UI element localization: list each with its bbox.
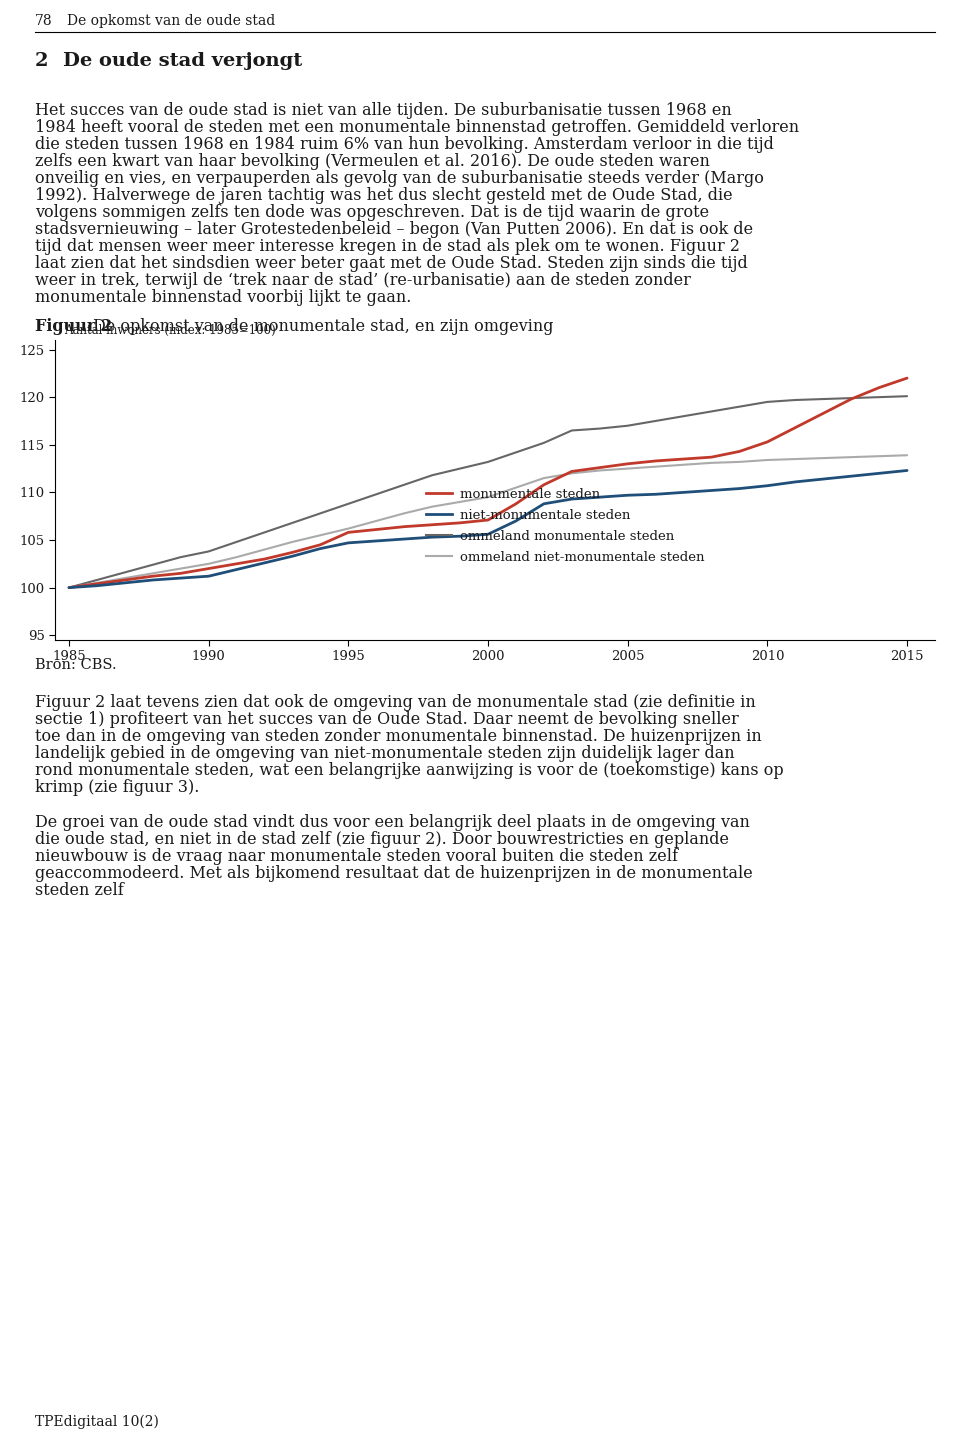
Text: sectie 1) profiteert van het succes van de Oude Stad. Daar neemt de bevolking sn: sectie 1) profiteert van het succes van … xyxy=(35,711,739,729)
Text: 78: 78 xyxy=(35,14,53,27)
Text: monumentale binnenstad voorbij lijkt te gaan.: monumentale binnenstad voorbij lijkt te … xyxy=(35,289,412,307)
Text: Het succes van de oude stad is niet van alle tijden. De suburbanisatie tussen 19: Het succes van de oude stad is niet van … xyxy=(35,102,732,120)
Legend: monumentale steden, niet-monumentale steden, ommeland monumentale steden, ommela: monumentale steden, niet-monumentale ste… xyxy=(420,482,710,569)
Text: De opkomst van de oude stad: De opkomst van de oude stad xyxy=(67,14,276,27)
Text: Figuur 2: Figuur 2 xyxy=(35,318,112,336)
Text: 1984 heeft vooral de steden met een monumentale binnenstad getroffen. Gemiddeld : 1984 heeft vooral de steden met een monu… xyxy=(35,120,799,135)
Text: laat zien dat het sindsdien weer beter gaat met de Oude Stad. Steden zijn sinds : laat zien dat het sindsdien weer beter g… xyxy=(35,255,748,272)
Text: tijd dat mensen weer meer interesse kregen in de stad als plek om te wonen. Figu: tijd dat mensen weer meer interesse kreg… xyxy=(35,238,740,255)
Text: toe dan in de omgeving van steden zonder monumentale binnenstad. De huizenprijze: toe dan in de omgeving van steden zonder… xyxy=(35,729,761,744)
Text: 1992). Halverwege de jaren tachtig was het dus slecht gesteld met de Oude Stad, : 1992). Halverwege de jaren tachtig was h… xyxy=(35,187,732,204)
Text: Aantal inwoners (index: 1985=100): Aantal inwoners (index: 1985=100) xyxy=(63,324,276,337)
Text: steden zelf: steden zelf xyxy=(35,881,124,899)
Text: die oude stad, en niet in de stad zelf (zie figuur 2). Door bouwrestricties en g: die oude stad, en niet in de stad zelf (… xyxy=(35,831,729,848)
Text: geaccommodeerd. Met als bijkomend resultaat dat de huizenprijzen in de monumenta: geaccommodeerd. Met als bijkomend result… xyxy=(35,865,753,881)
Text: Bron: CBS.: Bron: CBS. xyxy=(35,658,116,672)
Text: nieuwbouw is de vraag naar monumentale steden vooral buiten die steden zelf: nieuwbouw is de vraag naar monumentale s… xyxy=(35,848,678,865)
Text: De oude stad verjongt: De oude stad verjongt xyxy=(63,52,302,71)
Text: TPEdigitaal 10(2): TPEdigitaal 10(2) xyxy=(35,1416,158,1430)
Text: weer in trek, terwijl de ‘trek naar de stad’ (re-urbanisatie) aan de steden zond: weer in trek, terwijl de ‘trek naar de s… xyxy=(35,272,691,289)
Text: Figuur 2 laat tevens zien dat ook de omgeving van de monumentale stad (zie defin: Figuur 2 laat tevens zien dat ook de omg… xyxy=(35,694,756,711)
Text: 2: 2 xyxy=(35,52,49,71)
Text: die steden tussen 1968 en 1984 ruim 6% van hun bevolking. Amsterdam verloor in d: die steden tussen 1968 en 1984 ruim 6% v… xyxy=(35,135,774,153)
Text: De groei van de oude stad vindt dus voor een belangrijk deel plaats in de omgevi: De groei van de oude stad vindt dus voor… xyxy=(35,814,750,831)
Text: De opkomst van de monumentale stad, en zijn omgeving: De opkomst van de monumentale stad, en z… xyxy=(93,318,554,336)
Text: onveilig en vies, en verpauperden als gevolg van de suburbanisatie steeds verder: onveilig en vies, en verpauperden als ge… xyxy=(35,170,764,187)
Text: volgens sommigen zelfs ten dode was opgeschreven. Dat is de tijd waarin de grote: volgens sommigen zelfs ten dode was opge… xyxy=(35,204,709,220)
Text: krimp (zie figuur 3).: krimp (zie figuur 3). xyxy=(35,779,200,796)
Text: landelijk gebied in de omgeving van niet-monumentale steden zijn duidelijk lager: landelijk gebied in de omgeving van niet… xyxy=(35,744,734,762)
Text: rond monumentale steden, wat een belangrijke aanwijzing is voor de (toekomstige): rond monumentale steden, wat een belangr… xyxy=(35,762,783,779)
Text: zelfs een kwart van haar bevolking (Vermeulen et al. 2016). De oude steden waren: zelfs een kwart van haar bevolking (Verm… xyxy=(35,153,709,170)
Text: stadsvernieuwing – later Grotestedenbeleid – begon (Van Putten 2006). En dat is : stadsvernieuwing – later Grotestedenbele… xyxy=(35,220,754,238)
